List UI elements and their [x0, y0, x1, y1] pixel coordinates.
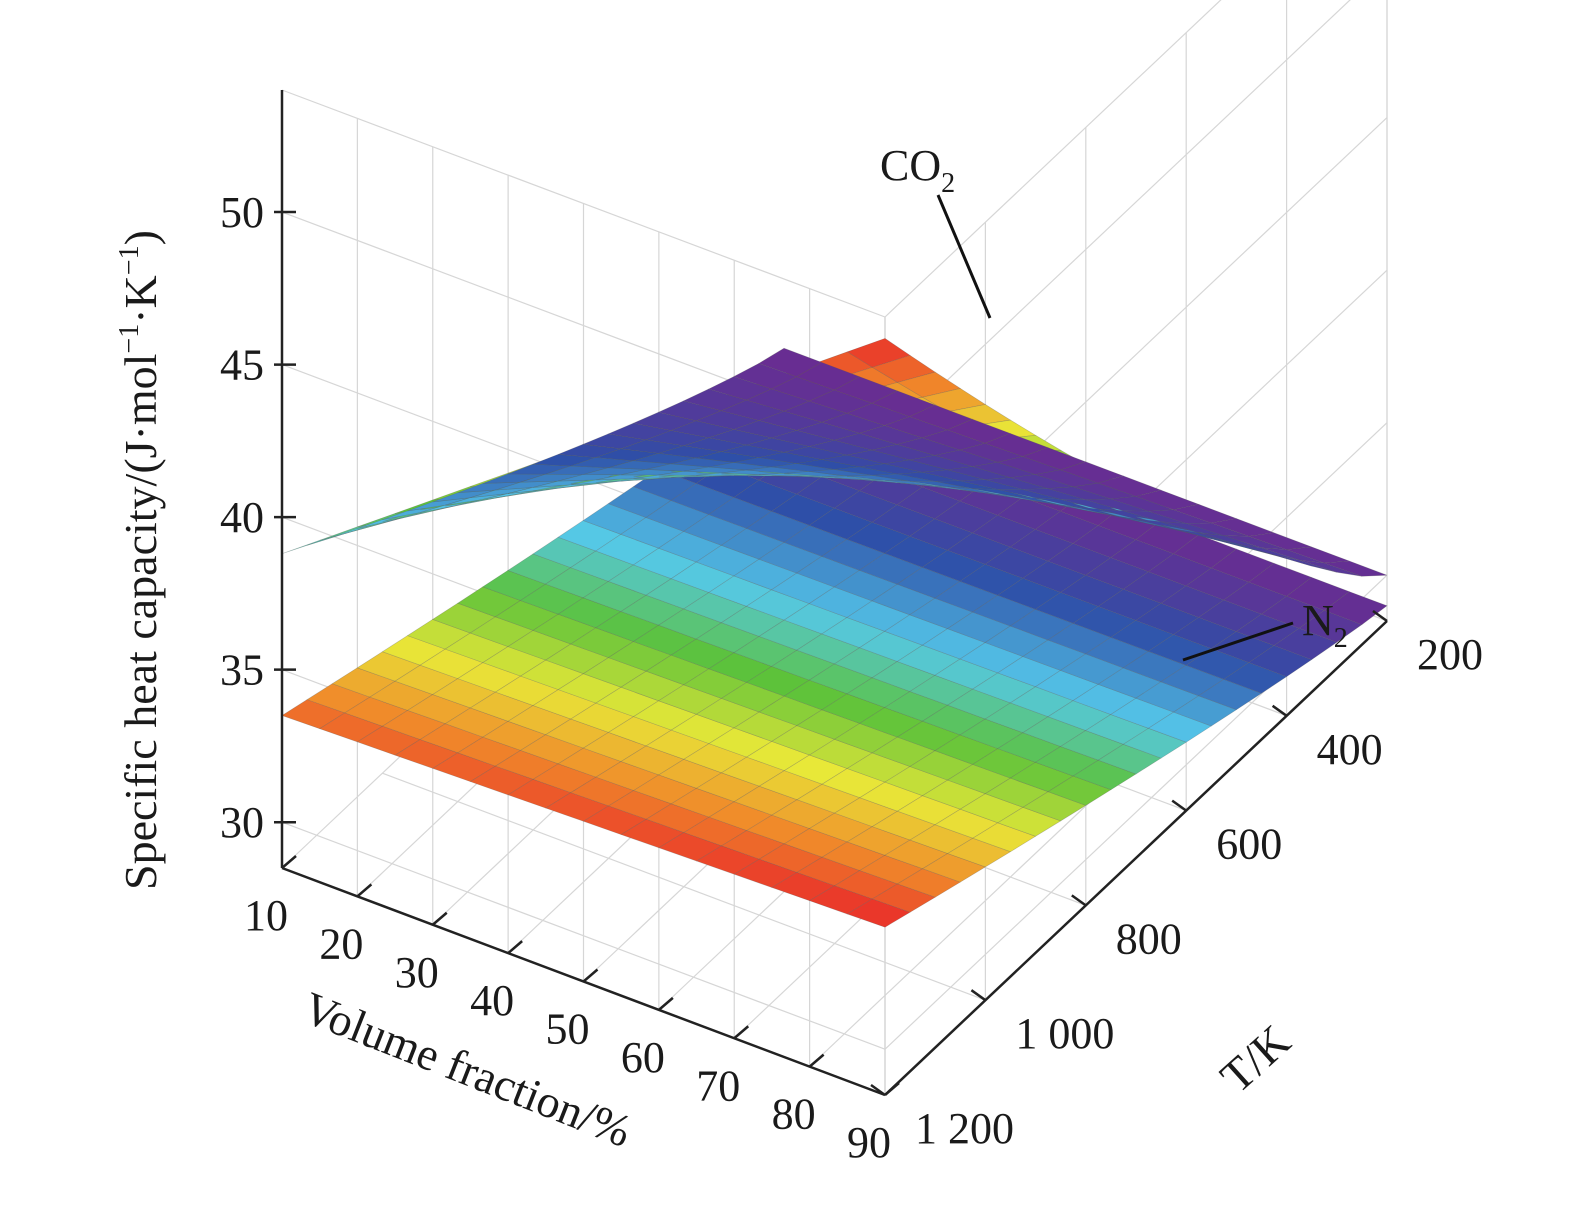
- n2-label-subscript: 2: [1334, 623, 1348, 654]
- x-tick-3: [507, 940, 523, 955]
- co2-label-subscript: 2: [941, 168, 955, 199]
- surface-1-patch-274: [1097, 743, 1162, 775]
- z-tick-label-2: 40: [220, 493, 264, 542]
- z-tick-label-4: 50: [220, 188, 264, 237]
- z-tick-label-1: 35: [220, 646, 264, 695]
- t-tick-label-1: 400: [1317, 725, 1383, 774]
- t-axis-line: [884, 620, 1388, 1096]
- x-tick-4: [582, 968, 599, 983]
- x-tick-8: [884, 1082, 900, 1096]
- x-tick-label-2: 30: [395, 948, 439, 997]
- x-tick-label-5: 60: [621, 1033, 665, 1082]
- t-tick-5: [870, 1083, 886, 1097]
- back-wall-top-edge: [281, 89, 886, 318]
- co2-leader-line: [936, 194, 992, 319]
- grid-side-wall-z-4: [884, 0, 1351, 440]
- surfaces: [281, 338, 1388, 928]
- x-tick-label-8: 90: [847, 1118, 891, 1167]
- surface-1-patch-264: [1072, 759, 1137, 791]
- z-axis-title-sup1: −1: [114, 324, 145, 354]
- t-tick-2: [1171, 799, 1187, 812]
- surface-1-patch-241: [1022, 791, 1087, 822]
- z-axis-title-main: Specific heat capacity/(J·mol: [115, 354, 166, 890]
- x-tick-2: [431, 911, 448, 926]
- t-tick-4: [970, 989, 987, 1002]
- svg-text:CO2: CO2: [880, 141, 955, 199]
- z-axis-title-mid: ·K: [115, 275, 166, 324]
- y-axis-title: T/K: [1211, 1015, 1300, 1102]
- t-tick-label-4: 1 000: [1015, 1009, 1114, 1058]
- surface-1-patch-319: [1323, 591, 1388, 625]
- z-axis-title-end: ): [115, 230, 166, 245]
- grid-back-wall-z-0: [281, 821, 886, 1050]
- t-tick-label-5: 1 200: [915, 1104, 1014, 1153]
- svg-text:N2: N2: [1302, 596, 1348, 654]
- t-tick-label-0: 200: [1417, 630, 1483, 679]
- t-tick-label-3: 800: [1116, 914, 1182, 963]
- x-tick-label-1: 20: [319, 919, 363, 968]
- x-tick-6: [733, 1025, 750, 1040]
- x-tick-7: [808, 1053, 825, 1068]
- x-tick-5: [658, 996, 674, 1011]
- n2-leader-line: [1182, 621, 1294, 662]
- co2-annotation: CO2: [880, 141, 992, 319]
- t-tick-3: [1071, 894, 1087, 907]
- t-tick-1: [1271, 704, 1288, 717]
- x-tick-label-0: 10: [244, 891, 288, 940]
- n2-label: N: [1302, 596, 1334, 645]
- x-tick-label-7: 80: [772, 1090, 816, 1139]
- surface-1-patch-228: [997, 806, 1062, 837]
- z-axis-title-sup2: −1: [114, 245, 145, 275]
- surface-1-patch-253: [1047, 775, 1112, 806]
- x-tick-0: [281, 855, 297, 869]
- axes: [274, 90, 1388, 1097]
- x-tick-label-4: 50: [546, 1005, 590, 1054]
- surface-0-patch-183: [921, 388, 987, 413]
- t-tick-label-2: 600: [1216, 820, 1282, 869]
- surface-0: [281, 338, 1388, 577]
- x-tick-label-3: 40: [470, 976, 514, 1025]
- t-tick-0: [1372, 609, 1388, 623]
- tick-labels: 30 35 40 45 50 10 20 30 40 50 60 70 80 90 200 400 600 800…: [220, 188, 1483, 1167]
- co2-label: CO: [880, 141, 941, 190]
- x-tick-1: [356, 883, 373, 898]
- z-tick-label-0: 30: [220, 798, 264, 847]
- surface-0-patch-319: [1324, 560, 1388, 577]
- x-tick-label-6: 70: [696, 1061, 740, 1110]
- surface-0-patch-151: [871, 355, 936, 383]
- surface-0-patch-316: [1273, 554, 1337, 573]
- z-tick-label-3: 45: [220, 341, 264, 390]
- side-wall-top-edge: [884, 0, 1222, 318]
- n2-annotation: N2: [1182, 596, 1348, 662]
- z-axis-title: Specific heat capacity/(J·mol−1·K−1): [114, 230, 166, 890]
